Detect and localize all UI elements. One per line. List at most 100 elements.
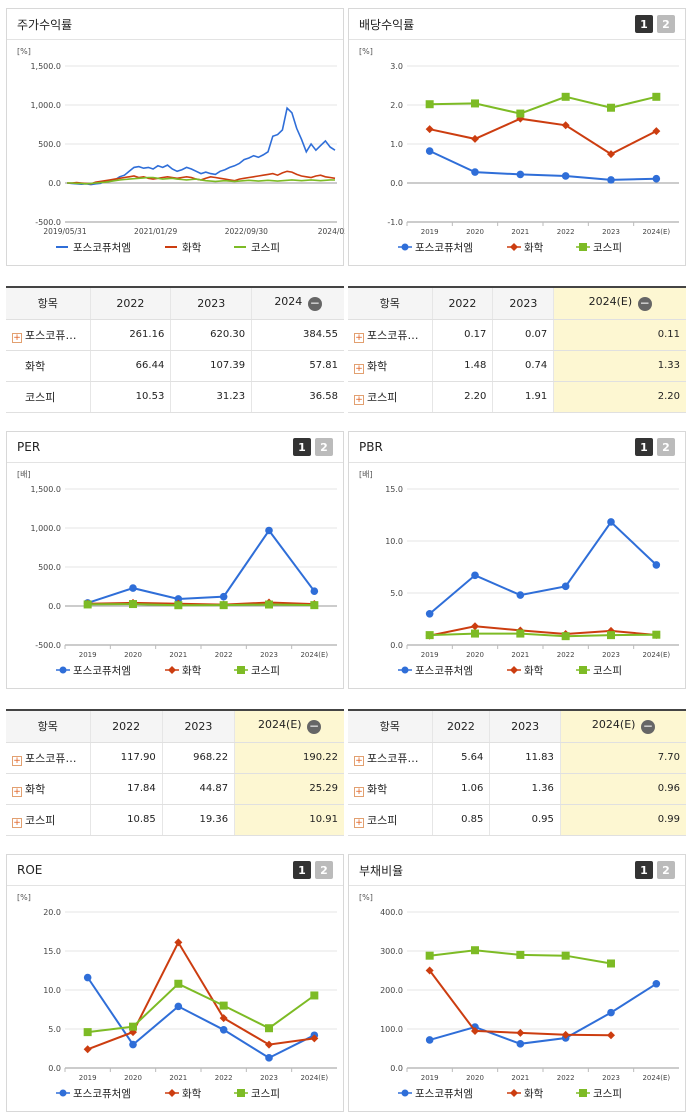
y-tick-label: 1.0 <box>390 140 403 149</box>
series-line <box>429 95 657 115</box>
chart-svg: [배] 15.0 10.0 5.0 0.0 2019 2020 2021 2022 2023 202… <box>359 470 679 677</box>
legend-marker <box>237 666 245 674</box>
data-point <box>516 950 525 959</box>
expand-icon[interactable]: + <box>12 332 22 343</box>
y-tick-label: 10.0 <box>385 537 403 546</box>
data-point <box>607 176 615 184</box>
data-point <box>83 973 92 982</box>
pbr-chart: [배] 15.0 10.0 5.0 0.0 2019 2020 2021 2022 2023 202… <box>349 463 685 689</box>
per-chart: [배] 1,500.0 1,000.0 500.0 0.0 -500.0 2019 2020 2… <box>7 463 343 689</box>
data-point <box>174 601 183 610</box>
y-tick-label: 1,500.0 <box>30 62 61 71</box>
data-point <box>561 92 570 101</box>
expand-icon[interactable]: + <box>12 755 22 766</box>
data-point <box>265 1024 273 1033</box>
data-point <box>471 168 479 176</box>
y-tick-label: 300.0 <box>380 947 403 956</box>
data-point <box>219 1001 228 1010</box>
x-tick-label: 2020 <box>466 1074 484 1082</box>
data-point <box>425 1036 434 1044</box>
data-point <box>652 561 661 569</box>
collapse-icon[interactable]: − <box>637 296 652 312</box>
x-tick-label: 2023 <box>260 1074 278 1082</box>
legend-marker <box>510 243 518 251</box>
data-point <box>129 584 137 592</box>
unit-label: [%] <box>359 893 373 902</box>
panel-header: 주가수익률 <box>7 9 343 40</box>
data-point <box>129 1022 137 1031</box>
data-point <box>607 626 615 635</box>
data-point <box>265 1040 273 1049</box>
expand-icon[interactable]: + <box>354 755 364 766</box>
chart-svg: [%] 3.0 2.0 1.0 0.0 -1.0 2019 2020 2021 2022 2023 2… <box>359 47 679 254</box>
x-tick-label: 2020 <box>124 651 142 659</box>
data-point <box>607 1008 615 1017</box>
data-point <box>471 622 479 631</box>
data-point <box>425 610 434 618</box>
y-tick-label: 0.0 <box>48 602 61 611</box>
page-2-button[interactable]: 2 <box>315 861 333 879</box>
data-point <box>652 979 661 988</box>
data-point <box>425 100 434 109</box>
legend-label: 화학 <box>524 665 544 677</box>
x-tick-label: 2023 <box>602 228 620 236</box>
data-point <box>471 629 479 638</box>
data-point <box>219 1025 228 1034</box>
x-tick-label: 2022 <box>215 1074 233 1082</box>
collapse-icon[interactable]: − <box>307 296 322 312</box>
series-line <box>429 982 657 1045</box>
expand-icon[interactable]: + <box>354 394 364 405</box>
expand-icon[interactable]: + <box>354 817 364 828</box>
legend-label: 화학 <box>524 1088 544 1100</box>
col-header: 2023 <box>162 711 236 743</box>
legend-marker <box>579 1089 587 1097</box>
data-point <box>471 1026 479 1035</box>
data-point <box>425 147 434 155</box>
expand-icon[interactable]: + <box>12 817 22 828</box>
data-point <box>561 172 570 180</box>
page-2-button[interactable]: 2 <box>657 438 675 456</box>
data-point <box>607 150 615 159</box>
series-line <box>86 976 315 1060</box>
page-1-button[interactable]: 1 <box>293 861 311 879</box>
legend-marker <box>401 666 409 674</box>
collapse-icon[interactable]: − <box>640 719 655 735</box>
table-row: + 코스피 10.85 19.36 10.91 <box>6 804 344 836</box>
expand-icon[interactable]: + <box>354 786 364 797</box>
legend-label: 코스피 <box>251 1088 280 1100</box>
col-header: 2023 <box>492 288 555 320</box>
page-1-button[interactable]: 1 <box>293 438 311 456</box>
expand-icon[interactable]: + <box>354 332 364 343</box>
data-point <box>83 600 92 609</box>
page-1-button[interactable]: 1 <box>635 438 653 456</box>
page-1-button[interactable]: 1 <box>635 861 653 879</box>
data-point <box>219 592 228 601</box>
legend-marker <box>237 1089 245 1097</box>
page-2-button[interactable]: 2 <box>657 15 675 33</box>
x-tick-label: 2022 <box>557 651 575 659</box>
page-2-button[interactable]: 2 <box>315 438 333 456</box>
data-point <box>561 951 570 960</box>
page-2-button[interactable]: 2 <box>657 861 675 879</box>
data-point <box>561 121 570 130</box>
legend-label: 화학 <box>182 665 202 677</box>
legend-marker <box>510 666 518 674</box>
data-point <box>129 1040 137 1049</box>
collapse-icon[interactable]: − <box>307 719 322 735</box>
legend-marker <box>59 666 67 674</box>
dividend-chart: [%] 3.0 2.0 1.0 0.0 -1.0 2019 2020 2021 2022 2023 2… <box>349 40 685 266</box>
series-line <box>429 625 657 637</box>
expand-icon[interactable]: + <box>12 786 22 797</box>
stock-return-table: 항목 2022 2023 2024 − + 포스코퓨… 261.16 620.30 384.5… <box>6 286 344 413</box>
page-1-button[interactable]: 1 <box>635 15 653 33</box>
chart-svg: [배] 1,500.0 1,000.0 500.0 0.0 -500.0 2019 2020 2… <box>17 470 337 677</box>
col-header: 2024(E) − <box>553 288 686 320</box>
expand-icon[interactable]: + <box>354 363 364 374</box>
y-tick-label: 500.0 <box>38 563 61 572</box>
unit-label: [%] <box>17 47 31 56</box>
unit-label: [배] <box>359 470 373 479</box>
data-point <box>652 127 661 136</box>
